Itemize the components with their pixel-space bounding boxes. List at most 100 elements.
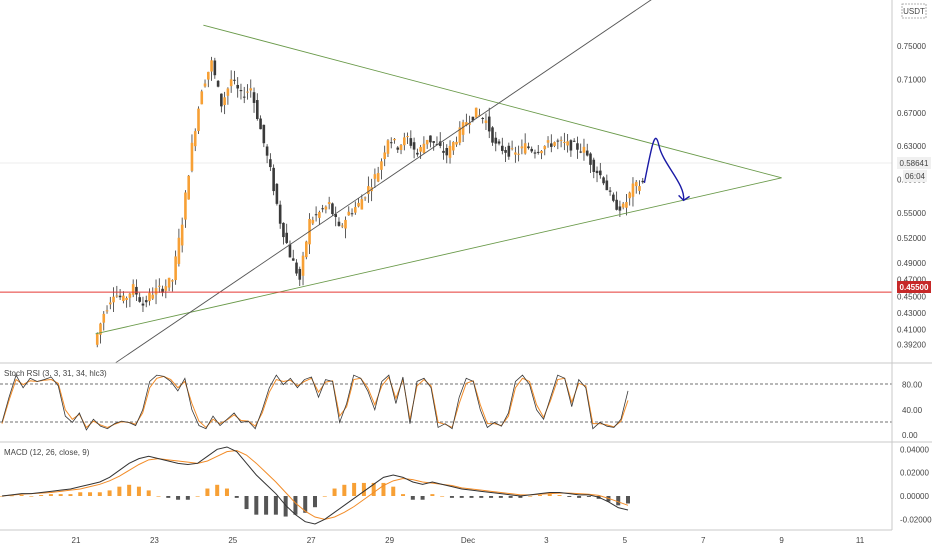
candle-down	[471, 116, 475, 121]
macd-hist-bar	[498, 496, 503, 498]
candle-up	[484, 120, 488, 124]
stoch-d-line	[1, 375, 629, 429]
candle-up	[229, 79, 233, 87]
candle-up	[154, 288, 158, 295]
candle-up	[347, 211, 351, 216]
candle-down	[605, 180, 609, 191]
macd-hist-bar	[449, 496, 454, 498]
candle-down	[438, 141, 442, 146]
macd-hist-bar	[361, 482, 366, 496]
time-tick-label: 29	[385, 536, 394, 545]
price-tick-label: 0.43000	[897, 309, 926, 318]
candle-down	[501, 145, 504, 151]
price-tick-label: 0.39200	[897, 341, 926, 350]
time-axis-ticks: 21 23 25 27 29 Dec 3 5 7 9 11	[72, 536, 865, 545]
candle-up	[102, 313, 106, 323]
candle-up	[478, 114, 481, 116]
candle-up	[553, 142, 556, 146]
candle-up	[517, 153, 520, 155]
candle-up	[344, 219, 347, 229]
price-tick-label: 0.75000	[897, 42, 926, 51]
macd-hist-bar	[430, 494, 435, 496]
macd-hist-bar	[224, 488, 229, 496]
stoch-rsi-pane[interactable]: Stoch RSI (3, 3, 31, 34, hlc3)	[0, 369, 892, 431]
macd-hist-bar	[107, 490, 112, 496]
candle-down	[481, 117, 484, 119]
candle-down	[350, 213, 354, 215]
candle-up	[125, 298, 128, 301]
candle-up	[301, 255, 305, 276]
candle-up	[190, 142, 194, 171]
macd-hist-bar	[401, 494, 406, 496]
time-tick-label: 5	[623, 536, 628, 545]
candle-down	[236, 84, 239, 89]
macd-tick-label: 0.02000	[900, 469, 929, 478]
candle-up	[367, 186, 370, 195]
candle-up	[468, 123, 471, 125]
stoch-tick-label: 40.00	[902, 406, 923, 415]
candle-down	[278, 204, 282, 224]
candle-down	[497, 141, 501, 144]
candle-up	[625, 202, 628, 208]
trendline[interactable]	[203, 24, 782, 179]
candle-up	[360, 199, 364, 210]
candle-down	[429, 135, 432, 143]
candle-up	[383, 152, 386, 160]
currency-label: USDT	[903, 7, 925, 16]
macd-hist-bar	[254, 496, 259, 515]
candle-down	[527, 146, 530, 149]
price-tick-label: 0.67000	[897, 109, 926, 118]
candle-up	[510, 148, 514, 150]
trendline[interactable]	[114, 0, 860, 364]
trendlines[interactable]	[95, 0, 860, 364]
candle-up	[540, 150, 543, 154]
candle-up	[621, 203, 625, 208]
macd-hist-bar	[205, 488, 210, 496]
candle-down	[269, 159, 272, 168]
candle-up	[419, 146, 422, 152]
candle-down	[295, 262, 298, 274]
macd-hist-bar	[547, 494, 552, 496]
candle-up	[193, 131, 197, 147]
macd-hist-bar	[264, 496, 269, 515]
candle-down	[321, 208, 324, 210]
candle-up	[105, 310, 109, 312]
macd-hist-bar	[136, 486, 141, 496]
candle-up	[543, 146, 547, 150]
candle-down	[592, 159, 596, 172]
candle-down	[416, 152, 419, 155]
macd-tick-label: -0.02000	[900, 515, 932, 524]
candle-down	[220, 93, 223, 107]
candle-up	[634, 181, 638, 187]
candle-down	[612, 194, 615, 201]
candle-up	[184, 192, 187, 220]
candle-down	[118, 295, 122, 298]
candle-up	[559, 139, 563, 141]
macd-pane[interactable]: MACD (12, 26, close, 9)	[0, 446, 630, 525]
price-tick-label: 0.71000	[897, 75, 926, 84]
candle-down	[641, 180, 645, 183]
candle-up	[327, 202, 331, 205]
projection-arc[interactable]	[643, 137, 685, 201]
candle-up	[373, 174, 377, 179]
candle-up	[164, 286, 168, 291]
candle-down	[389, 142, 393, 144]
macd-hist-bar	[48, 494, 53, 496]
candle-down	[608, 190, 612, 192]
time-tick-label: 25	[228, 536, 237, 545]
trendline[interactable]	[95, 177, 782, 335]
currency-badge[interactable]	[901, 3, 927, 19]
candle-down	[233, 79, 236, 81]
candle-down	[599, 170, 602, 176]
candle-up	[523, 143, 527, 154]
candle-down	[242, 96, 246, 98]
macd-hist-bar	[19, 495, 24, 496]
macd-hist-bar	[29, 496, 34, 497]
candle-up	[200, 91, 204, 105]
macd-hist-bar	[195, 496, 200, 497]
macd-hist-bar	[352, 482, 357, 496]
price-pane[interactable]	[0, 0, 892, 364]
candle-down	[576, 143, 579, 150]
